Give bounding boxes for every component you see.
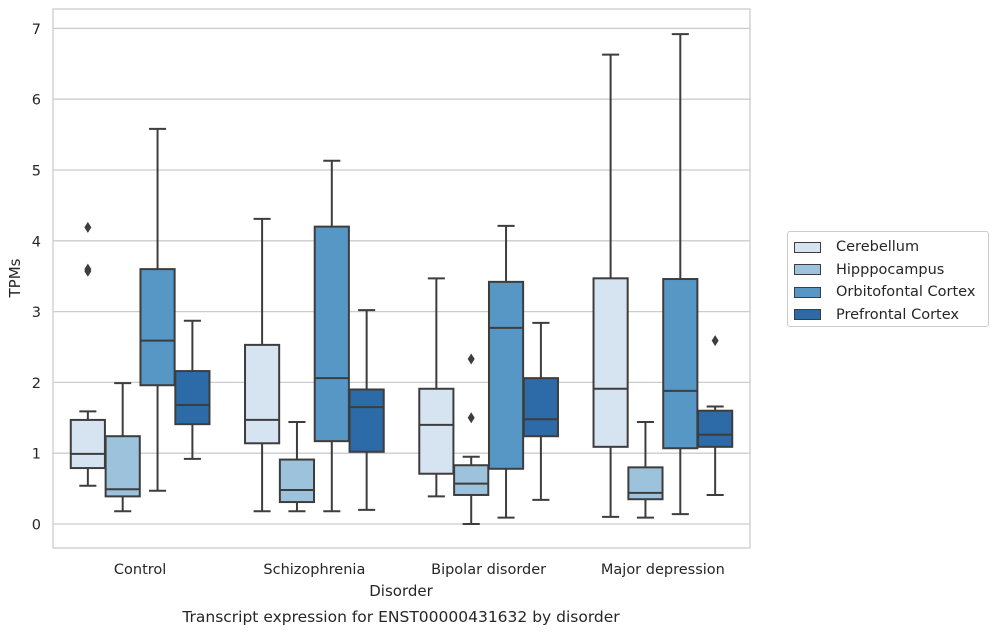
box-cerebellum <box>244 217 281 513</box>
box-orbitofontal-cortex <box>313 159 350 513</box>
legend: Cerebellum Hipppocampus Orbitofontal Corte… <box>787 231 989 327</box>
iqr-box <box>487 280 525 470</box>
legend-label: Cerebellum <box>836 239 920 256</box>
iqr-box <box>697 409 734 448</box>
box-cerebellum <box>69 221 106 487</box>
legend-swatch <box>794 309 821 321</box>
outlier-point <box>711 335 719 347</box>
legend-swatch <box>794 241 821 253</box>
box-prefrontal-cortex <box>348 309 385 511</box>
iqr-box <box>453 464 490 496</box>
iqr-box <box>278 458 316 504</box>
plot-frame <box>52 8 751 549</box>
iqr-box <box>139 268 176 387</box>
box-orbitofontal-cortex <box>139 127 176 492</box>
box-orbitofontal-cortex <box>487 224 525 519</box>
box-hipppocampus <box>104 382 141 513</box>
x-tick-label: Major depression <box>601 562 725 578</box>
box-prefrontal-cortex <box>697 335 734 496</box>
iqr-box <box>244 343 281 445</box>
y-tick-label: 7 <box>32 22 41 38</box>
legend-swatch <box>794 286 821 298</box>
y-tick-label: 0 <box>32 518 41 534</box>
y-tick-label: 4 <box>32 234 41 250</box>
y-tick-label: 1 <box>32 447 41 463</box>
iqr-box <box>592 277 629 448</box>
x-tick-label: Bipolar disorder <box>431 562 546 578</box>
outlier-point <box>84 263 92 275</box>
box-hipppocampus <box>278 421 316 513</box>
x-tick-label: Control <box>114 562 166 578</box>
box-hipppocampus <box>453 353 490 525</box>
iqr-box <box>418 387 455 475</box>
legend-item: Hipppocampus <box>794 259 988 282</box>
iqr-box <box>174 370 211 426</box>
legend-label: Orbitofontal Cortex <box>836 284 976 301</box>
iqr-box <box>627 466 664 501</box>
legend-label: Hipppocampus <box>836 261 945 278</box>
box-groups <box>69 33 734 525</box>
outlier-point <box>467 412 475 424</box>
box-orbitofontal-cortex <box>662 33 699 516</box>
box-cerebellum <box>418 277 455 498</box>
chart-caption: Transcript expression for ENST0000043163… <box>181 608 620 626</box>
x-axis-label: Disorder <box>369 582 433 600</box>
iqr-box <box>104 435 141 498</box>
y-axis-label: TPMs <box>6 258 24 298</box>
box-prefrontal-cortex <box>522 321 559 501</box>
y-tick-label: 5 <box>32 164 41 180</box>
x-tick-labels: Control Schizophrenia Bipolar disorder Majo… <box>114 562 725 578</box>
y-tick-label: 6 <box>32 93 41 109</box>
iqr-box <box>662 278 699 450</box>
box-prefrontal-cortex <box>174 319 211 460</box>
legend-item: Prefrontal Cortex <box>794 304 988 327</box>
y-tick-label: 2 <box>32 376 41 392</box>
legend-swatch <box>794 264 821 276</box>
legend-item: Cerebellum <box>794 236 988 259</box>
x-tick-label: Schizophrenia <box>263 562 365 578</box>
outlier-point <box>84 221 92 233</box>
legend-item: Orbitofontal Cortex <box>794 281 988 304</box>
legend-label: Prefrontal Cortex <box>836 306 959 323</box>
outlier-point <box>467 353 475 365</box>
box-cerebellum <box>592 53 629 518</box>
iqr-box <box>69 418 106 470</box>
box-hipppocampus <box>627 421 664 519</box>
iqr-box <box>348 388 385 453</box>
y-tick-label: 3 <box>32 305 41 321</box>
iqr-box <box>313 225 350 443</box>
iqr-box <box>522 377 559 438</box>
y-tick-labels: 0 1 2 3 4 5 6 7 <box>32 22 41 534</box>
